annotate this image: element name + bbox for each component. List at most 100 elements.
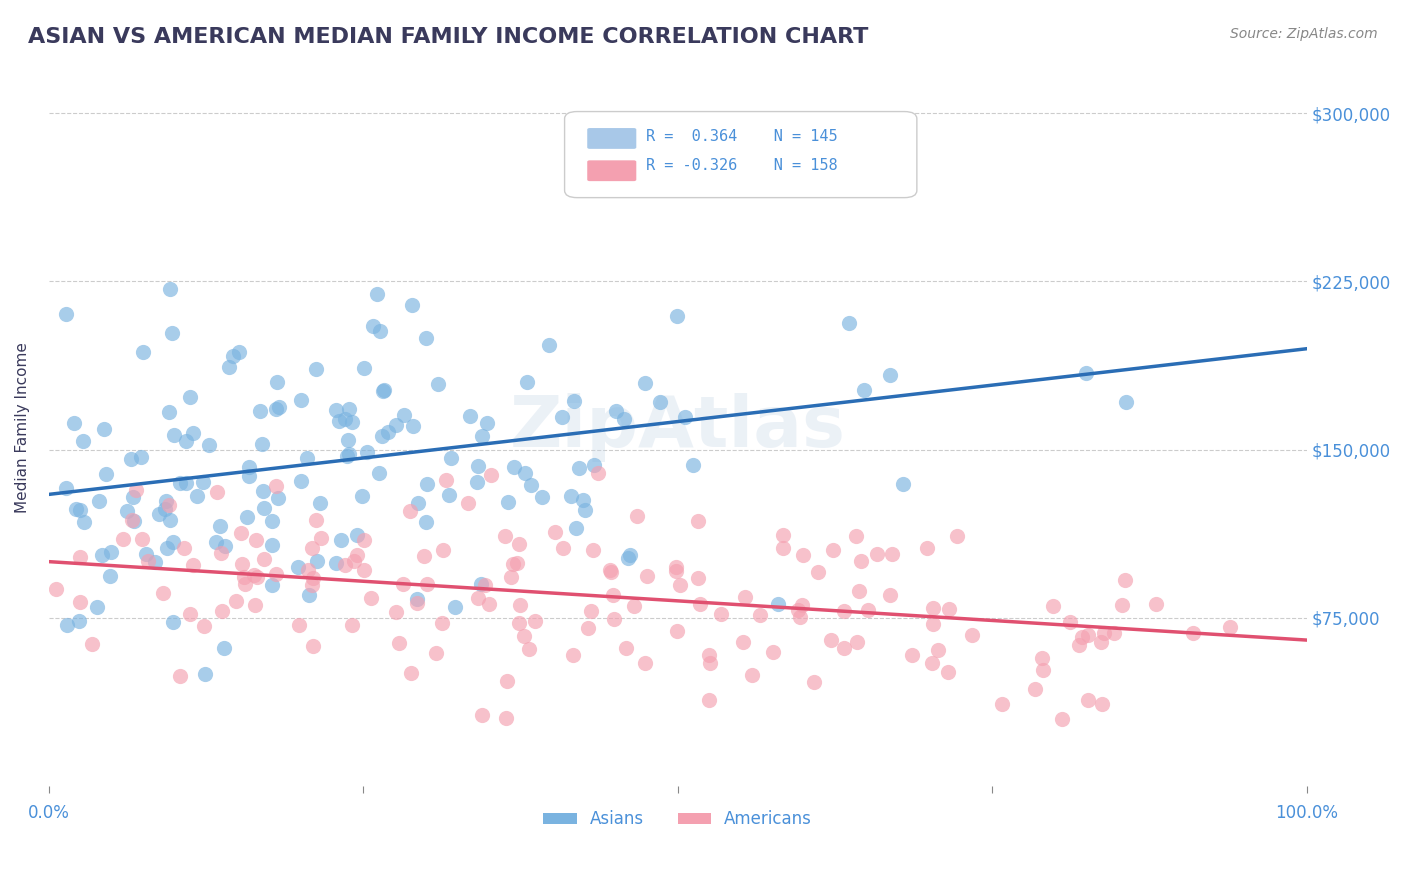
Point [228, 345, 250, 359]
Point [385, 417, 408, 432]
Point [938, 601, 960, 615]
Point [544, 525, 567, 540]
Point [790, 598, 813, 612]
Point [697, 693, 720, 707]
Point [399, 666, 422, 681]
Point [496, 495, 519, 509]
Point [252, 500, 274, 515]
Point [413, 549, 436, 564]
Point [69, 594, 91, 608]
Point [749, 608, 772, 623]
Point [388, 636, 411, 650]
Point [55, 481, 77, 495]
Point [191, 475, 214, 489]
Point [337, 447, 360, 461]
Point [346, 548, 368, 562]
Point [832, 640, 855, 655]
Point [502, 557, 524, 571]
Point [1032, 663, 1054, 677]
Point [55, 618, 77, 632]
Point [849, 554, 872, 568]
Point [162, 535, 184, 549]
Point [605, 404, 627, 418]
Point [82, 637, 104, 651]
Point [852, 383, 875, 397]
Point [86, 599, 108, 614]
Point [564, 394, 586, 409]
Point [568, 460, 591, 475]
Point [699, 648, 721, 663]
Point [415, 330, 437, 344]
Point [262, 514, 284, 528]
Point [305, 554, 328, 568]
Point [803, 675, 825, 690]
Point [94, 467, 117, 481]
Point [333, 411, 356, 425]
Point [471, 429, 494, 443]
Point [666, 624, 689, 638]
Point [368, 324, 391, 338]
Point [415, 577, 437, 591]
Point [1115, 395, 1137, 409]
Point [260, 538, 283, 552]
Point [508, 537, 530, 551]
Point [325, 402, 347, 417]
Point [368, 467, 391, 481]
Point [603, 612, 626, 626]
Point [406, 596, 429, 610]
Point [509, 599, 531, 613]
Point [159, 498, 181, 512]
Point [471, 707, 494, 722]
Point [124, 483, 146, 497]
Point [686, 514, 709, 528]
Point [209, 518, 232, 533]
Point [516, 375, 538, 389]
Point [136, 554, 159, 568]
Point [67, 614, 90, 628]
Point [820, 633, 842, 648]
Point [439, 488, 461, 502]
Point [112, 532, 135, 546]
Point [426, 377, 449, 392]
Point [588, 466, 610, 480]
Point [233, 577, 256, 591]
Point [211, 604, 233, 618]
Point [346, 528, 368, 542]
Point [787, 602, 810, 616]
Point [762, 645, 785, 659]
Point [561, 648, 583, 662]
Point [264, 567, 287, 582]
Point [135, 547, 157, 561]
Point [143, 555, 166, 569]
Point [394, 409, 416, 423]
Point [373, 384, 395, 398]
Point [1059, 615, 1081, 629]
Point [159, 514, 181, 528]
Point [305, 512, 328, 526]
Legend: Asians, Americans: Asians, Americans [537, 804, 818, 835]
Point [636, 569, 658, 583]
Point [789, 610, 811, 624]
Point [699, 656, 721, 670]
Point [131, 533, 153, 547]
Point [69, 549, 91, 564]
Point [205, 535, 228, 549]
Point [856, 603, 879, 617]
Point [648, 395, 671, 409]
Point [921, 656, 943, 670]
Point [160, 326, 183, 340]
Point [499, 570, 522, 584]
Point [505, 557, 527, 571]
Point [626, 508, 648, 523]
Point [129, 450, 152, 465]
Point [353, 361, 375, 376]
Point [163, 427, 186, 442]
Point [616, 640, 638, 655]
Point [508, 615, 530, 630]
Point [582, 542, 605, 557]
Point [287, 559, 309, 574]
Point [579, 603, 602, 617]
Point [879, 588, 901, 602]
Point [169, 669, 191, 683]
Point [301, 541, 323, 555]
